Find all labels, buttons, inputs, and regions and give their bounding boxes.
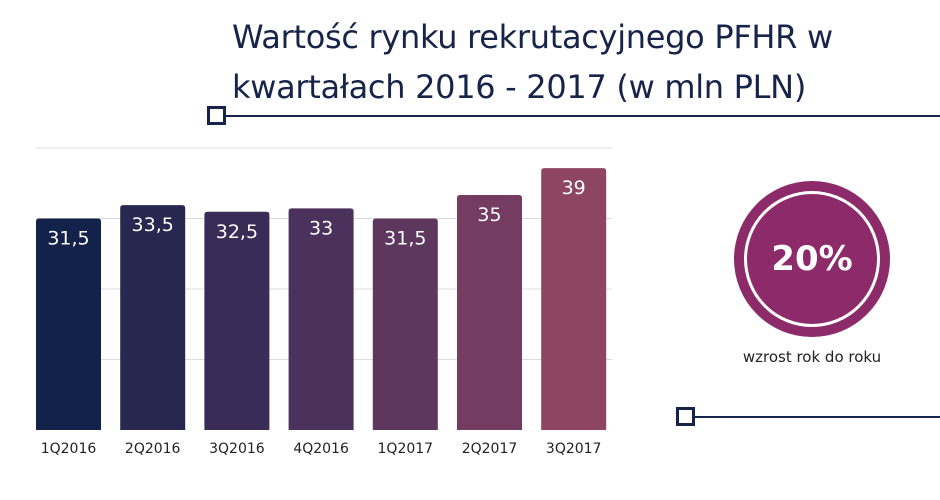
growth-badge: 20% <box>734 181 890 337</box>
chart-title: Wartość rynku rekrutacyjnego PFHR w kwar… <box>232 18 833 106</box>
bar-value-label: 33 <box>309 217 333 239</box>
bar-value-label: 31,5 <box>47 228 89 250</box>
growth-value: 20% <box>771 239 853 279</box>
bars <box>36 168 607 430</box>
bar-2Q2017 <box>457 195 522 430</box>
bottom-divider-line <box>688 416 940 418</box>
bar-4Q2016 <box>288 208 354 430</box>
x-tick-label: 2Q2017 <box>462 441 518 457</box>
x-tick-label: 2Q2016 <box>125 441 181 457</box>
x-tick-label: 3Q2017 <box>546 441 602 457</box>
bar-value-label: 31,5 <box>384 228 426 250</box>
growth-badge-ring: 20% <box>744 191 880 327</box>
bar-2Q2016 <box>120 205 186 430</box>
x-axis-tick-labels: 1Q2016 2Q2016 3Q2016 4Q2016 1Q2017 2Q2017 3Q20… <box>41 441 602 457</box>
title-square-marker <box>207 106 226 125</box>
bar-1Q2016 <box>36 218 101 430</box>
x-tick-label: 1Q2016 <box>41 441 97 457</box>
x-tick-label: 3Q2016 <box>209 441 265 457</box>
x-tick-label: 4Q2016 <box>293 441 349 457</box>
bar-1Q2017 <box>372 218 438 430</box>
bottom-square-marker <box>676 407 695 426</box>
growth-caption: wzrost rok do roku <box>742 348 882 366</box>
bar-value-labels: 31,5 33,5 32,5 33 31,5 35 39 <box>47 177 585 249</box>
bar-3Q2017 <box>541 168 607 430</box>
bar-3Q2016 <box>204 211 270 430</box>
x-tick-label: 1Q2017 <box>378 441 434 457</box>
title-divider-line <box>222 115 940 117</box>
bar-value-label: 39 <box>562 177 586 199</box>
bar-value-label: 33,5 <box>132 214 174 236</box>
bar-chart: 31,5 33,5 32,5 33 31,5 35 39 1Q2016 2Q2016 3Q201… <box>36 147 612 457</box>
bar-value-label: 32,5 <box>216 221 258 243</box>
bar-value-label: 35 <box>477 204 501 226</box>
